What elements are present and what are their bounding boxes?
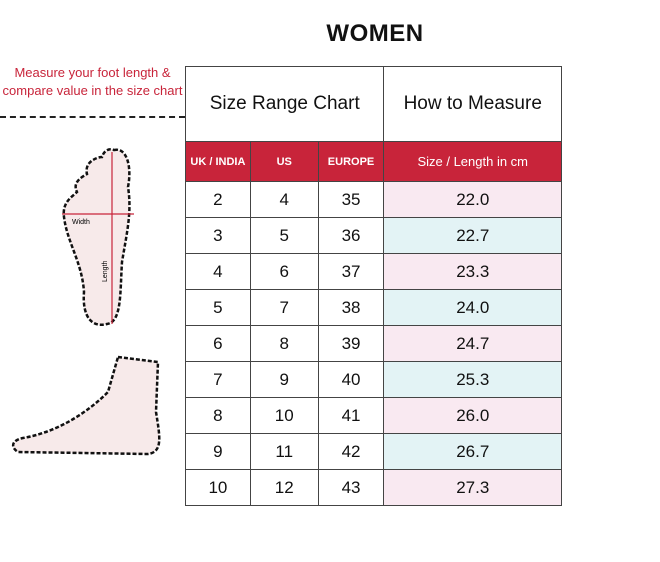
cell-eu: 36 (317, 217, 385, 254)
cell-eu: 37 (317, 253, 385, 290)
cell-us: 10 (249, 397, 319, 434)
cell-us: 11 (249, 433, 319, 470)
table-row: 6 8 39 24.7 (185, 325, 562, 362)
cell-cm: 25.3 (383, 361, 562, 398)
col-us: US (249, 141, 319, 182)
cell-eu: 40 (317, 361, 385, 398)
how-to-measure-title: How to Measure (383, 66, 562, 142)
cell-eu: 38 (317, 289, 385, 326)
cell-uk: 6 (185, 325, 251, 362)
cell-uk: 2 (185, 181, 251, 218)
cell-uk: 5 (185, 289, 251, 326)
table-row: 4 6 37 23.3 (185, 253, 562, 290)
width-label: Width (72, 219, 90, 226)
measure-instruction: Measure your foot length & compare value… (2, 65, 183, 98)
col-uk-india: UK / INDIA (185, 141, 251, 182)
cell-cm: 24.7 (383, 325, 562, 362)
col-europe: EUROPE (317, 141, 385, 182)
cell-cm: 26.0 (383, 397, 562, 434)
cell-uk: 9 (185, 433, 251, 470)
cell-uk: 4 (185, 253, 251, 290)
cell-cm: 23.3 (383, 253, 562, 290)
page-title: WOMEN (326, 20, 424, 47)
table-row: 8 10 41 26.0 (185, 397, 562, 434)
cell-us: 8 (249, 325, 319, 362)
cell-uk: 8 (185, 397, 251, 434)
cell-us: 7 (249, 289, 319, 326)
cell-eu: 35 (317, 181, 385, 218)
cell-eu: 41 (317, 397, 385, 434)
foot-sole-icon: Width Length (62, 148, 134, 327)
table-header-row: UK / INDIA US EUROPE Size / Length in cm (185, 141, 562, 182)
cell-us: 4 (249, 181, 319, 218)
dashed-divider (0, 116, 185, 118)
cell-cm: 22.0 (383, 181, 562, 218)
cell-us: 12 (249, 469, 319, 506)
size-range-title: Size Range Chart (184, 66, 385, 142)
table-row: 9 11 42 26.7 (185, 433, 562, 470)
cell-cm: 26.7 (383, 433, 562, 470)
cell-eu: 43 (317, 469, 385, 506)
table-row: 2 4 35 22.0 (185, 181, 562, 218)
cell-us: 9 (249, 361, 319, 398)
length-label: Length (102, 260, 109, 282)
cell-uk: 7 (185, 361, 251, 398)
table-row: 7 9 40 25.3 (185, 361, 562, 398)
cell-eu: 39 (317, 325, 385, 362)
table-row: 10 12 43 27.3 (185, 469, 562, 506)
cell-cm: 27.3 (383, 469, 562, 506)
cell-cm: 22.7 (383, 217, 562, 254)
table-row: 5 7 38 24.0 (185, 289, 562, 326)
cell-uk: 3 (185, 217, 251, 254)
cell-cm: 24.0 (383, 289, 562, 326)
cell-uk: 10 (185, 469, 251, 506)
col-length-cm: Size / Length in cm (383, 141, 562, 182)
size-chart-table: Size Range Chart How to Measure UK / IND… (184, 66, 562, 506)
cell-eu: 42 (317, 433, 385, 470)
foot-side-icon (11, 355, 161, 456)
table-row: 3 5 36 22.7 (185, 217, 562, 254)
cell-us: 5 (249, 217, 319, 254)
cell-us: 6 (249, 253, 319, 290)
